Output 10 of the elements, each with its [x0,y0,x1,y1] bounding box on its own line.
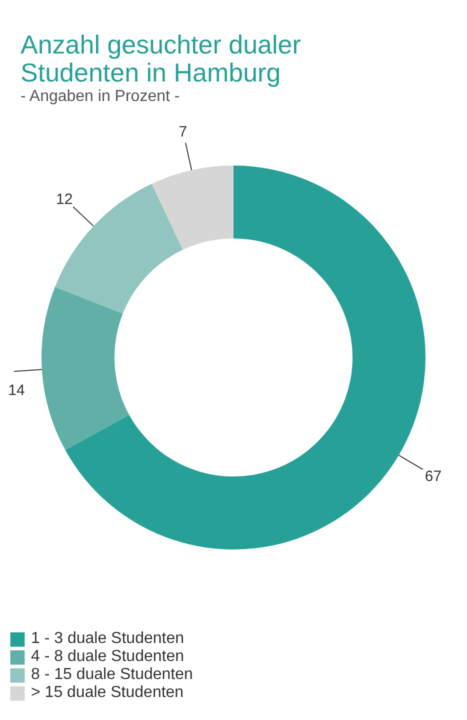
legend-label: 8 - 15 duale Studenten [31,666,193,684]
data-label: 12 [56,191,73,208]
legend-label: 4 - 8 duale Studenten [31,648,184,666]
chart-subtitle: - Angaben in Prozent - [20,88,180,105]
legend-label: > 15 duale Studenten [31,684,184,702]
data-label: 14 [8,382,25,399]
chart-title: Anzahl gesuchter dualer Studenten in Hamburg [20,30,302,88]
legend-label: 1 - 3 duale Studenten [31,630,184,648]
data-label: 67 [424,468,442,486]
data-label: 7 [178,124,188,141]
